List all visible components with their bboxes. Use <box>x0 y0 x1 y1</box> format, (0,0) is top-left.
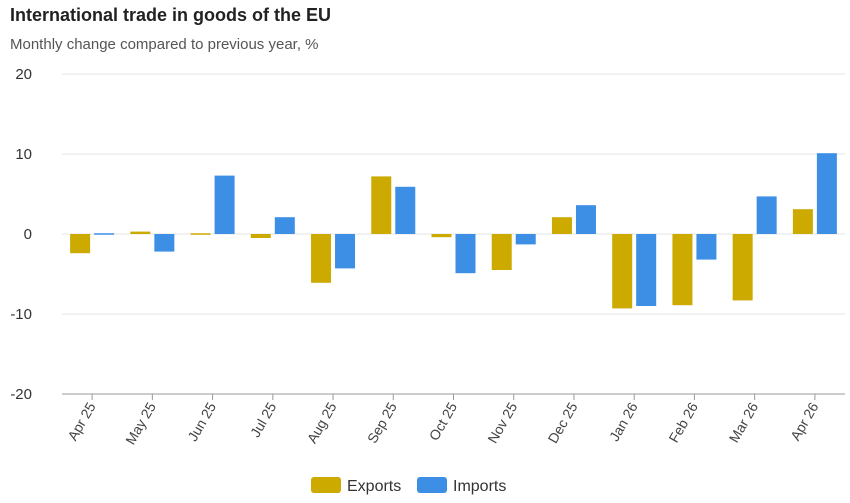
x-tick-label: Jul 25 <box>247 399 280 440</box>
bar-imports-dec-25[interactable] <box>575 205 596 234</box>
bar-exports-jun-25[interactable] <box>190 233 211 235</box>
x-tick-label: Jun 25 <box>184 399 219 444</box>
bar-exports-mar-26[interactable] <box>732 234 753 301</box>
bar-imports-nov-25[interactable] <box>515 234 536 245</box>
bar-imports-jan-26[interactable] <box>636 234 657 306</box>
bar-imports-apr-25[interactable] <box>94 233 115 235</box>
x-tick-label: Mar 26 <box>726 399 762 445</box>
bar-exports-aug-25[interactable] <box>311 234 332 283</box>
y-tick-label: 10 <box>15 146 32 163</box>
bar-imports-jul-25[interactable] <box>274 217 295 234</box>
legend-item-imports[interactable]: Imports <box>417 477 506 495</box>
x-tick-label: Apr 25 <box>64 399 99 443</box>
x-tick-label: Dec 25 <box>545 399 581 446</box>
bar-exports-sep-25[interactable] <box>371 176 392 234</box>
y-axis-ticks: 20 10 0 -10 -20 <box>10 66 32 403</box>
legend-label: Imports <box>453 478 506 495</box>
bar-exports-may-25[interactable] <box>130 231 151 234</box>
bars <box>70 153 837 309</box>
bar-imports-may-25[interactable] <box>154 234 175 252</box>
x-tick-label: Feb 26 <box>665 399 701 445</box>
bar-exports-oct-25[interactable] <box>431 234 452 238</box>
chart-subtitle: Monthly change compared to previous year… <box>10 36 319 53</box>
x-tick-label: Aug 25 <box>304 399 340 446</box>
bar-imports-oct-25[interactable] <box>455 234 476 274</box>
bar-exports-jul-25[interactable] <box>250 234 271 238</box>
gridlines <box>62 73 845 395</box>
bar-exports-apr-26[interactable] <box>792 209 813 234</box>
y-tick-label: 0 <box>24 226 32 243</box>
x-axis: Apr 25 May 25 Jun 25 Jul 25 Aug 25 Sep 25 Oct … <box>64 394 822 447</box>
legend[interactable]: Exports Imports <box>311 477 506 495</box>
bar-exports-dec-25[interactable] <box>551 217 572 234</box>
bar-imports-aug-25[interactable] <box>335 234 356 269</box>
bar-imports-apr-26[interactable] <box>816 153 837 234</box>
y-tick-label: 20 <box>15 66 32 83</box>
x-tick-label: Sep 25 <box>364 399 400 446</box>
x-tick-label: Nov 25 <box>484 399 520 446</box>
x-tick-label: Oct 25 <box>426 399 461 443</box>
bar-exports-apr-25[interactable] <box>70 234 91 254</box>
y-tick-label: -10 <box>10 306 32 323</box>
chart-title: International trade in goods of the EU <box>10 5 332 25</box>
legend-swatch <box>311 477 341 493</box>
y-tick-label: -20 <box>10 386 32 403</box>
x-tick-label: May 25 <box>122 399 159 447</box>
legend-swatch <box>417 477 447 493</box>
legend-item-exports[interactable]: Exports <box>311 477 401 495</box>
bar-imports-feb-26[interactable] <box>696 234 717 260</box>
legend-label: Exports <box>347 478 401 495</box>
bar-imports-mar-26[interactable] <box>756 196 777 234</box>
x-tick-label: Apr 26 <box>787 399 822 443</box>
bar-imports-jun-25[interactable] <box>214 175 235 234</box>
bar-imports-sep-25[interactable] <box>395 186 416 234</box>
bar-exports-nov-25[interactable] <box>491 234 512 270</box>
x-tick-label: Jan 26 <box>606 399 641 444</box>
bar-exports-jan-26[interactable] <box>612 234 633 309</box>
bar-exports-feb-26[interactable] <box>672 234 693 306</box>
